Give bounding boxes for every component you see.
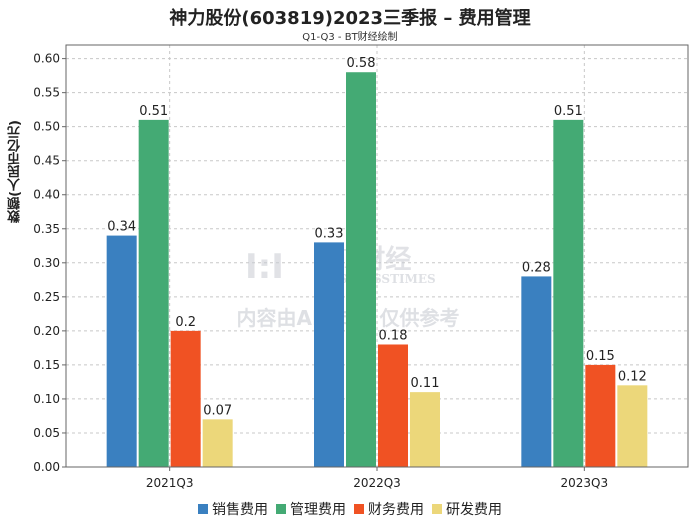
bar [170,330,201,467]
watermark-logo-mark: I:I [245,247,284,287]
bar [410,392,440,467]
legend-item: 管理费用 [276,499,346,519]
y-tick-label: 0.10 [33,392,60,406]
bar-value-label: 0.33 [315,226,344,241]
bar-value-label: 0.15 [586,349,615,364]
bar [346,72,376,468]
y-tick-label: 0.45 [33,154,60,168]
x-tick-label: 2023Q3 [561,476,609,490]
bar [202,419,233,467]
axes: 0.00 0.05 0.10 0.15 0.20 0.25 0.30 0.35 0.40 0.45… [33,44,689,490]
y-tick-label: 0.25 [33,290,60,304]
bar [138,119,169,467]
y-tick-label: 0.20 [33,324,60,338]
bar-value-label: 0.2 [175,315,196,330]
legend-item: 销售费用 [198,499,268,519]
y-tick-label: 0.50 [33,120,60,134]
bar [617,385,648,467]
y-tick-label: 0.30 [33,256,60,270]
legend-label: 销售费用 [212,502,268,518]
bar-value-label: 0.58 [347,56,376,71]
bar [314,242,344,467]
legend: 销售费用 管理费用 财务费用 研发费用 [0,499,700,519]
y-tick-label: 0.15 [33,358,60,372]
y-tick-label: 0.55 [33,86,60,100]
legend-label: 管理费用 [290,502,346,518]
legend-item: 财务费用 [354,499,424,519]
bar [585,364,616,467]
x-tick-label: 2022Q3 [353,476,401,490]
y-tick-label: 0.05 [33,426,60,440]
bar-value-label: 0.51 [554,104,583,119]
legend-label: 研发费用 [446,502,502,518]
y-tick-label: 0.40 [33,188,60,202]
chart-subtitle: Q1-Q3 - BT财经绘制 [302,32,398,43]
legend-swatch [276,504,286,514]
bar [553,119,584,467]
bar-value-label: 0.51 [139,104,168,119]
bar [521,276,552,467]
legend-item: 研发费用 [432,499,502,519]
bar [378,344,408,467]
legend-swatch [432,504,442,514]
bar-value-label: 0.34 [107,220,136,235]
legend-swatch [354,504,364,514]
legend-swatch [198,504,208,514]
y-tick-label: 0.60 [33,52,60,66]
data-labels: 0.34 0.51 0.2 0.07 0.33 0.58 0.18 0.11 0.28 0.51 0… [107,56,647,418]
bar-value-label: 0.28 [522,260,551,275]
chart-title: 神力股份(603819)2023三季报 – 费用管理 [169,8,531,29]
bar-value-label: 0.11 [411,376,440,391]
bar-value-label: 0.18 [379,328,408,343]
bars [106,72,648,468]
bar-value-label: 0.07 [203,403,232,418]
legend-label: 财务费用 [368,502,424,518]
x-tick-label: 2021Q3 [146,476,194,490]
y-tick-label: 0.00 [33,460,60,474]
y-tick-label: 0.35 [33,222,60,236]
bar-value-label: 0.12 [618,369,647,384]
bar [106,235,137,467]
